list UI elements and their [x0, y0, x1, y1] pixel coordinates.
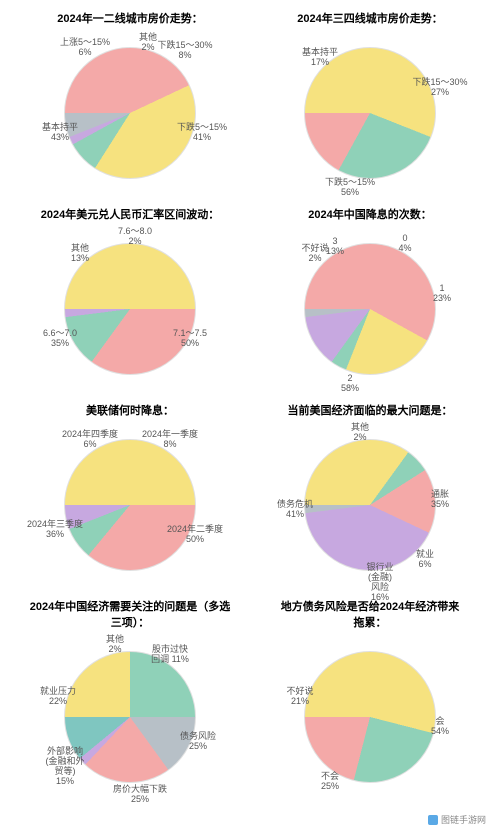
slice-label: 其他 2%	[139, 33, 157, 53]
pie-wrap: 2 58% 1 23% 0 4% 3 13%不好说 2%	[260, 224, 480, 394]
pie-wrap: 7.1～7.5 50% 6.6～7.0 35% 其他 13% 7.6～8.0 2%	[20, 224, 240, 394]
chart-title: 地方债务风险是否给2024年经济带来 拖累：	[281, 598, 459, 630]
chart-title: 2024年中国经济需要关注的问题是（多选 三项）：	[30, 598, 230, 630]
pie-wrap: 会 54% 不会 25% 不好说 21%	[260, 632, 480, 802]
pie-wrap: 下跌5～15% 56% 下跌15～30% 27% 基本持平 17%	[260, 28, 480, 198]
slice-label: 债务风险 25%	[180, 732, 216, 752]
chart-title: 2024年美元兑人民币汇率区间波动：	[41, 206, 219, 222]
chart-cell: 2024年一二线城市房价走势： 基本持平 43% 下跌5～15% 41% 下跌15～3…	[10, 10, 250, 198]
slice-label: 就业压力 22%	[40, 687, 76, 707]
watermark: 图链手游网	[428, 813, 486, 826]
chart-cell: 地方债务风险是否给2024年经济带来 拖累： 会 54% 不会 25% 不好说 21%	[250, 598, 490, 802]
watermark-text: 图链手游网	[441, 813, 486, 826]
charts-grid: 2024年一二线城市房价走势： 基本持平 43% 下跌5～15% 41% 下跌15～3…	[10, 10, 490, 802]
slice-label: 6.6～7.0 35%	[43, 329, 77, 349]
slice-label: 下跌15～30% 27%	[412, 78, 467, 98]
chart-title: 2024年一二线城市房价走势：	[57, 10, 202, 26]
slice-label: 不会 25%	[321, 772, 339, 792]
slice-label: 2024年二季度 50%	[167, 525, 223, 545]
slice-label: 7.1～7.5 50%	[173, 329, 207, 349]
chart-cell: 2024年中国经济需要关注的问题是（多选 三项）： 债务风险 25% 房价大幅下跌 …	[10, 598, 250, 802]
slice-label: 其他 2%	[106, 635, 124, 655]
chart-cell: 当前美国经济面临的最大问题是：通胀 35%就业 6%银行业 (金融) 风险 16…	[250, 402, 490, 590]
slice-label: 银行业 (金融) 风险 16%	[366, 563, 393, 603]
pie-wrap: 基本持平 43% 下跌5～15% 41% 下跌15～30% 8%其他 2% 上涨5～1…	[20, 28, 240, 198]
slice-label: 上涨5～15% 6%	[60, 38, 110, 58]
pie-chart	[304, 651, 436, 783]
chart-title: 美联储何时降息：	[86, 402, 174, 418]
chart-cell: 2024年中国降息的次数： 2 58% 1 23% 0 4% 3 13%不好说 2%	[250, 206, 490, 394]
chart-title: 当前美国经济面临的最大问题是：	[288, 402, 453, 418]
slice-label: 其他 13%	[71, 244, 89, 264]
slice-label: 2024年四季度 6%	[62, 430, 118, 450]
slice-label: 2024年一季度 8%	[142, 430, 198, 450]
slice-label: 7.6～8.0 2%	[118, 227, 152, 247]
slice-label: 下跌5～15% 41%	[177, 123, 227, 143]
slice-label: 房价大幅下跌 25%	[113, 785, 167, 805]
slice-label: 不好说 21%	[286, 687, 313, 707]
watermark-icon	[428, 815, 438, 825]
pie-wrap: 2024年二季度 50% 2024年三季度 36% 2024年一季度 8% 2024年…	[20, 420, 240, 590]
slice-label: 债务危机 41%	[277, 500, 313, 520]
slice-label: 2024年三季度 36%	[27, 520, 83, 540]
pie-chart	[64, 47, 196, 179]
slice-label: 下跌5～15% 56%	[325, 178, 375, 198]
slice-label: 不好说 2%	[301, 244, 328, 264]
slice-label: 基本持平 43%	[42, 123, 78, 143]
slice-label: 下跌15～30% 8%	[157, 41, 212, 61]
slice-label: 股市过快 回调 11%	[151, 645, 189, 665]
slice-label: 2 58%	[341, 374, 359, 394]
slice-label: 就业 6%	[416, 550, 434, 570]
chart-cell: 2024年三四线城市房价走势： 下跌5～15% 56% 下跌15～30% 27% 基本…	[250, 10, 490, 198]
slice-label: 会 54%	[431, 717, 449, 737]
slice-label: 外部影响 (金融和外 贸等) 15%	[46, 747, 85, 787]
slice-label: 1 23%	[433, 284, 451, 304]
chart-cell: 2024年美元兑人民币汇率区间波动： 7.1～7.5 50% 6.6～7.0 35%…	[10, 206, 250, 394]
footer: 图链手游网	[10, 808, 490, 828]
chart-cell: 美联储何时降息： 2024年二季度 50% 2024年三季度 36% 2024年一季度…	[10, 402, 250, 590]
chart-title: 2024年中国降息的次数：	[308, 206, 431, 222]
pie-wrap: 通胀 35%就业 6%银行业 (金融) 风险 16%债务危机 41%其他 2%	[260, 420, 480, 590]
slice-label: 3 13%	[326, 237, 344, 257]
chart-title: 2024年三四线城市房价走势：	[297, 10, 442, 26]
slice-label: 基本持平 17%	[302, 48, 338, 68]
slice-label: 通胀 35%	[431, 490, 449, 510]
pie-chart	[64, 439, 196, 571]
pie-wrap: 债务风险 25% 房价大幅下跌 25% 外部影响 (金融和外 贸等) 15% 就业压力…	[20, 632, 240, 802]
slice-label: 0 4%	[398, 234, 411, 254]
slice-label: 其他 2%	[351, 423, 369, 443]
